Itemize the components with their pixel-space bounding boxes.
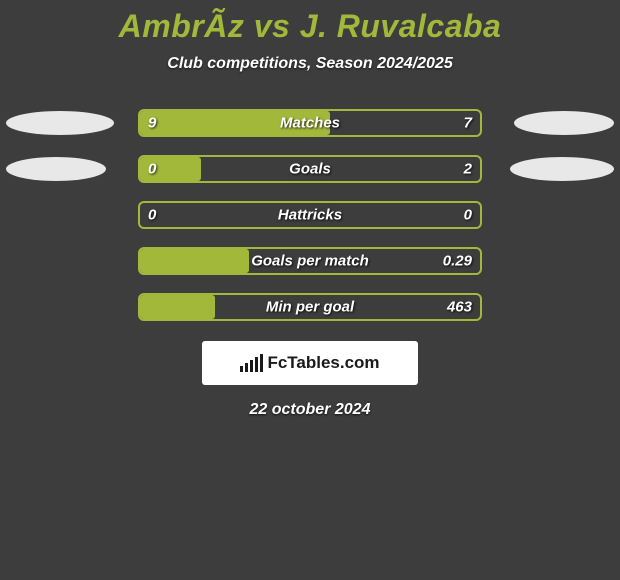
stat-row: 02Goals <box>0 155 620 183</box>
stat-row: 463Min per goal <box>0 293 620 321</box>
stat-bar-track: 0.29Goals per match <box>138 247 482 275</box>
brand-chart-icon <box>240 354 263 372</box>
brand-badge: FcTables.com <box>202 341 418 385</box>
comparison-card: AmbrÃ­z vs J. Ruvalcaba Club competition… <box>0 0 620 419</box>
stat-label: Hattricks <box>140 207 480 224</box>
stat-value-right: 2 <box>464 161 472 178</box>
stat-bar-fill <box>140 111 330 135</box>
brand-text: FcTables.com <box>267 353 379 373</box>
stat-value-left: 0 <box>148 207 156 224</box>
brand-text-c: .com <box>340 353 380 372</box>
stat-value-left: 9 <box>148 115 156 132</box>
stat-row: 0.29Goals per match <box>0 247 620 275</box>
stat-bar-track: 02Goals <box>138 155 482 183</box>
stat-bar-track: 463Min per goal <box>138 293 482 321</box>
page-subtitle: Club competitions, Season 2024/2025 <box>0 55 620 73</box>
page-title: AmbrÃ­z vs J. Ruvalcaba <box>0 8 620 45</box>
stat-row: 0 0Hattricks <box>0 201 620 229</box>
stat-bar-track: 97Matches <box>138 109 482 137</box>
brand-text-b: Tables <box>287 353 340 372</box>
player-left-ellipse <box>6 111 114 135</box>
brand-text-a: Fc <box>267 353 287 372</box>
stat-bar-fill <box>140 249 249 273</box>
stat-value-right: 7 <box>464 115 472 132</box>
stat-value-right: 463 <box>447 299 472 316</box>
stat-value-left: 0 <box>148 161 156 178</box>
stat-rows: 97Matches02Goals00Hattricks0.29Goals per… <box>0 109 620 321</box>
stat-value-right: 0.29 <box>443 253 472 270</box>
stat-row: 97Matches <box>0 109 620 137</box>
player-right-ellipse <box>514 111 614 135</box>
stat-value-right: 0 <box>464 207 472 224</box>
player-left-ellipse <box>6 157 106 181</box>
stat-bar-track: 0 0Hattricks <box>138 201 482 229</box>
player-right-ellipse <box>510 157 614 181</box>
footer-date: 22 october 2024 <box>0 401 620 419</box>
stat-bar-fill <box>140 295 215 319</box>
